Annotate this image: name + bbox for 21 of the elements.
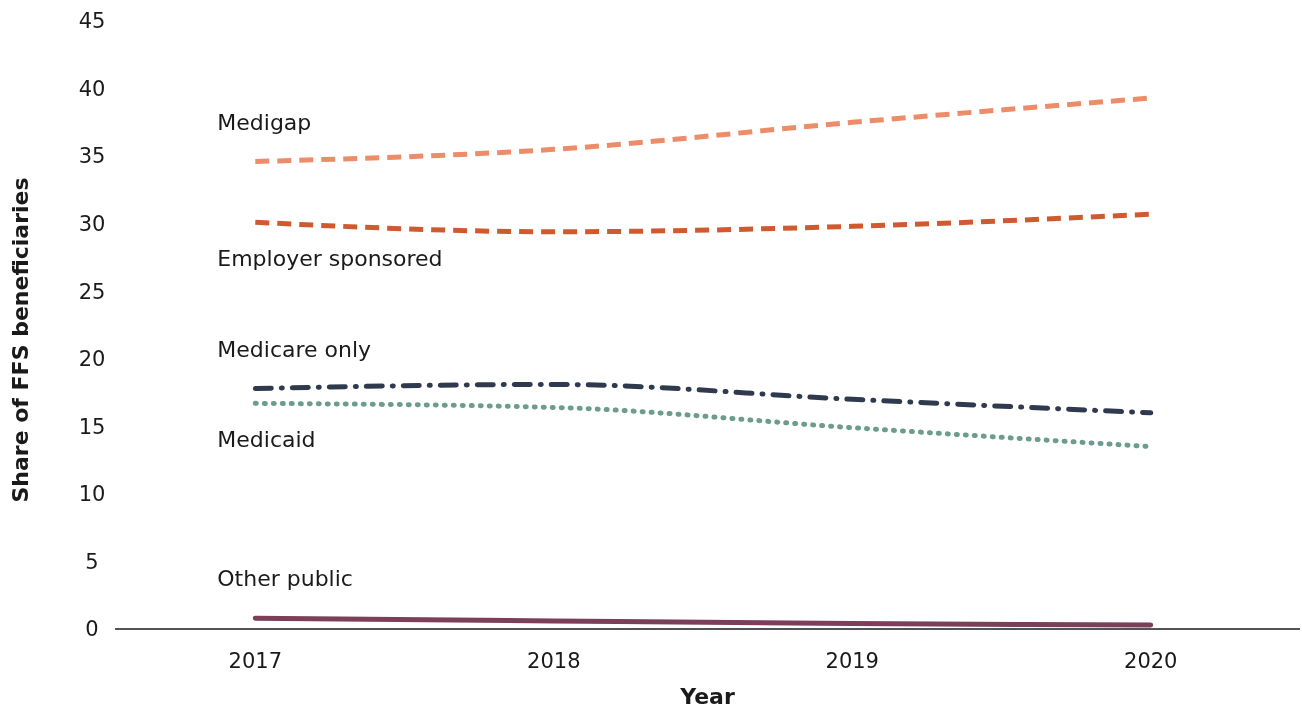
x-axis-title: Year xyxy=(679,684,735,709)
x-tick-label: 2020 xyxy=(1124,649,1178,673)
y-tick-label: 35 xyxy=(78,144,106,169)
y-tick-label: 40 xyxy=(78,76,106,101)
x-tick-label: 2018 xyxy=(527,649,581,673)
y-tick-label: 5 xyxy=(85,549,99,574)
y-tick-label: 25 xyxy=(78,279,106,304)
x-tick-label: 2019 xyxy=(825,649,879,673)
y-tick-label: 10 xyxy=(78,482,106,507)
y-tick-label: 20 xyxy=(78,347,106,372)
y-tick-label: 15 xyxy=(78,414,106,439)
series-label: Medicaid xyxy=(217,427,316,453)
y-tick-label: 45 xyxy=(78,9,106,34)
y-tick-label: 30 xyxy=(78,212,106,237)
x-tick-label: 2017 xyxy=(228,649,283,673)
y-axis-title: Share of FFS beneficiaries xyxy=(8,177,33,503)
series-label: Other public xyxy=(217,566,353,592)
series-label: Medicare only xyxy=(217,336,372,362)
series-label: Medigap xyxy=(217,109,312,135)
y-tick-label: 0 xyxy=(85,617,99,642)
series-label: Employer sponsored xyxy=(217,246,443,272)
